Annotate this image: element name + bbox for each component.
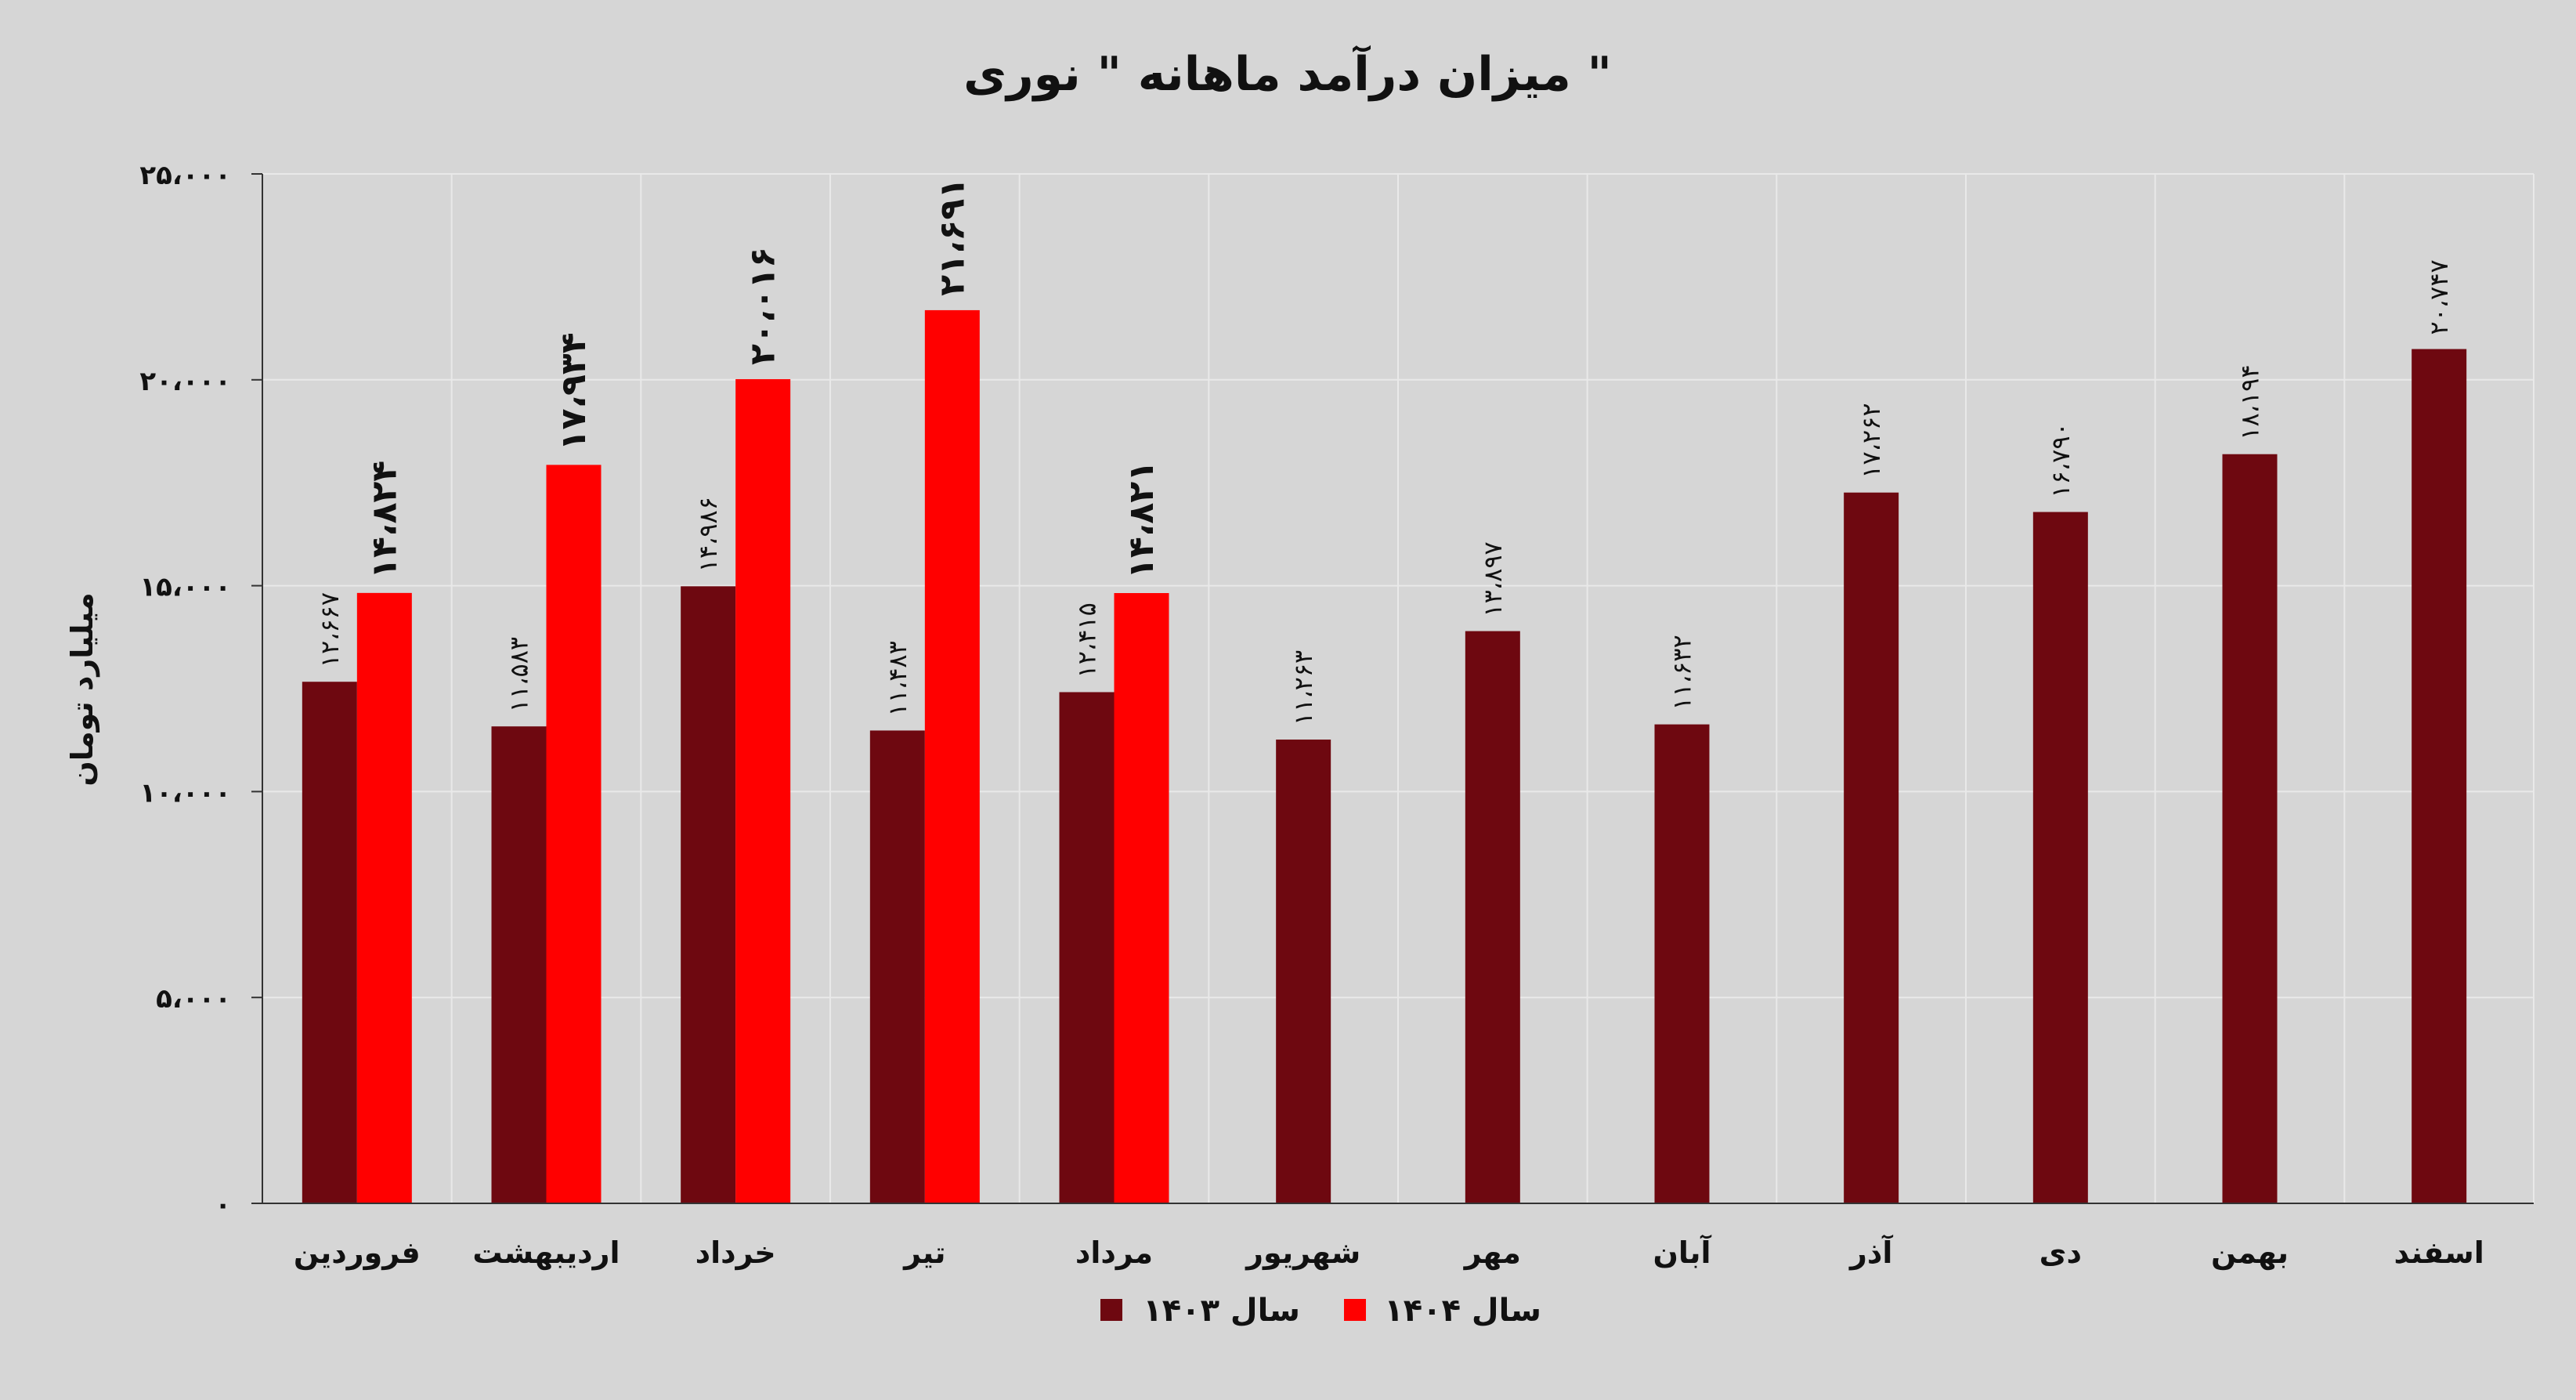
data-label: ۱۷،۲۶۲ bbox=[1856, 403, 1886, 478]
data-label: ۱۱،۲۶۳ bbox=[1288, 650, 1318, 725]
data-labels-layer: ۱۲،۶۶۷ ۱۴،۸۲۴ ۱۱،۵۸۳ ۱۷،۹۳۴ ۱۴،۹۸۶ ۲۰،۰۱۶ ۱۱،۴… bbox=[315, 178, 2454, 725]
x-tick-label: بهمن bbox=[2211, 1235, 2289, 1270]
y-tick-label: ۲۵،۰۰۰ bbox=[139, 160, 231, 191]
bar bbox=[1844, 492, 1899, 1203]
x-tick-label: خرداد bbox=[695, 1235, 776, 1270]
data-label: ۱۲،۴۱۵ bbox=[1072, 602, 1102, 678]
x-tick-label: تیر bbox=[902, 1235, 945, 1270]
x-tick-label: مرداد bbox=[1075, 1235, 1153, 1270]
x-tick-label: فروردین bbox=[294, 1235, 421, 1271]
bar bbox=[1465, 631, 1520, 1203]
data-label: ۱۲،۶۶۷ bbox=[315, 592, 345, 667]
grid-layer bbox=[262, 173, 2534, 1204]
data-label: ۱۱،۴۸۳ bbox=[883, 641, 912, 716]
bar bbox=[1276, 740, 1331, 1203]
data-label: ۱۸،۱۹۴ bbox=[2235, 364, 2265, 440]
bars-layer bbox=[302, 309, 2467, 1204]
data-label: ۱۱،۵۸۳ bbox=[504, 637, 534, 712]
data-label: ۲۱،۶۹۱ bbox=[932, 178, 972, 296]
y-tick-label: ۱۵،۰۰۰ bbox=[139, 572, 231, 603]
bar bbox=[2032, 512, 2088, 1203]
y-tick-label: ۰ bbox=[215, 1189, 231, 1221]
y-tick-label: ۲۰،۰۰۰ bbox=[139, 366, 231, 397]
x-tick-label: اسفند bbox=[2394, 1235, 2484, 1270]
data-label: ۱۴،۸۲۴ bbox=[364, 461, 404, 579]
bar bbox=[356, 592, 412, 1203]
bar bbox=[1654, 724, 1710, 1203]
data-label: ۲۰،۰۱۶ bbox=[743, 247, 783, 365]
bar bbox=[924, 309, 980, 1204]
y-tick-label: ۵،۰۰۰ bbox=[156, 983, 231, 1015]
bar bbox=[491, 726, 547, 1203]
x-tick-label: دی bbox=[2039, 1235, 2082, 1270]
bar bbox=[681, 586, 736, 1203]
x-tick-label: آبان bbox=[1653, 1234, 1712, 1270]
legend-label: سال ۱۴۰۳ bbox=[1143, 1293, 1300, 1329]
bar bbox=[302, 682, 357, 1203]
legend-label: سال ۱۴۰۴ bbox=[1384, 1293, 1541, 1329]
data-label: ۱۱،۶۳۲ bbox=[1667, 635, 1697, 710]
bar bbox=[869, 730, 925, 1203]
bar bbox=[2222, 454, 2278, 1203]
y-axis-title: میلیارد تومان bbox=[65, 592, 99, 786]
bar bbox=[1114, 593, 1169, 1203]
legend: سال ۱۴۰۳ سال ۱۴۰۴ bbox=[1100, 1293, 1541, 1329]
x-tick-label: اردیبهشت bbox=[472, 1235, 620, 1270]
data-label: ۱۳،۸۹۷ bbox=[1478, 541, 1508, 617]
axis-layer: ۰ ۵،۰۰۰ ۱۰،۰۰۰ ۱۵،۰۰۰ ۲۰،۰۰۰ ۲۵،۰۰۰ فروردین ارد… bbox=[139, 160, 2534, 1271]
legend-swatch bbox=[1344, 1299, 1366, 1321]
bar bbox=[546, 465, 602, 1203]
x-tick-label: شهریور bbox=[1245, 1235, 1360, 1270]
legend-swatch bbox=[1100, 1299, 1122, 1321]
data-label: ۲۰،۷۴۷ bbox=[2424, 259, 2454, 335]
data-label: ۱۷،۹۳۴ bbox=[554, 332, 594, 450]
chart-title: میزان درآمد ماهانه " نوری " bbox=[963, 45, 1612, 102]
x-tick-label: آذر bbox=[1848, 1234, 1893, 1270]
y-tick-label: ۱۰،۰۰۰ bbox=[139, 777, 231, 809]
data-label: ۱۴،۹۸۶ bbox=[693, 497, 723, 572]
x-tick-label: مهر bbox=[1463, 1235, 1521, 1270]
bar bbox=[2412, 349, 2467, 1203]
bar bbox=[1059, 692, 1115, 1203]
bar bbox=[735, 378, 791, 1204]
data-label: ۱۶،۷۹۰ bbox=[2046, 422, 2076, 497]
data-label: ۱۴،۸۲۱ bbox=[1122, 461, 1162, 579]
